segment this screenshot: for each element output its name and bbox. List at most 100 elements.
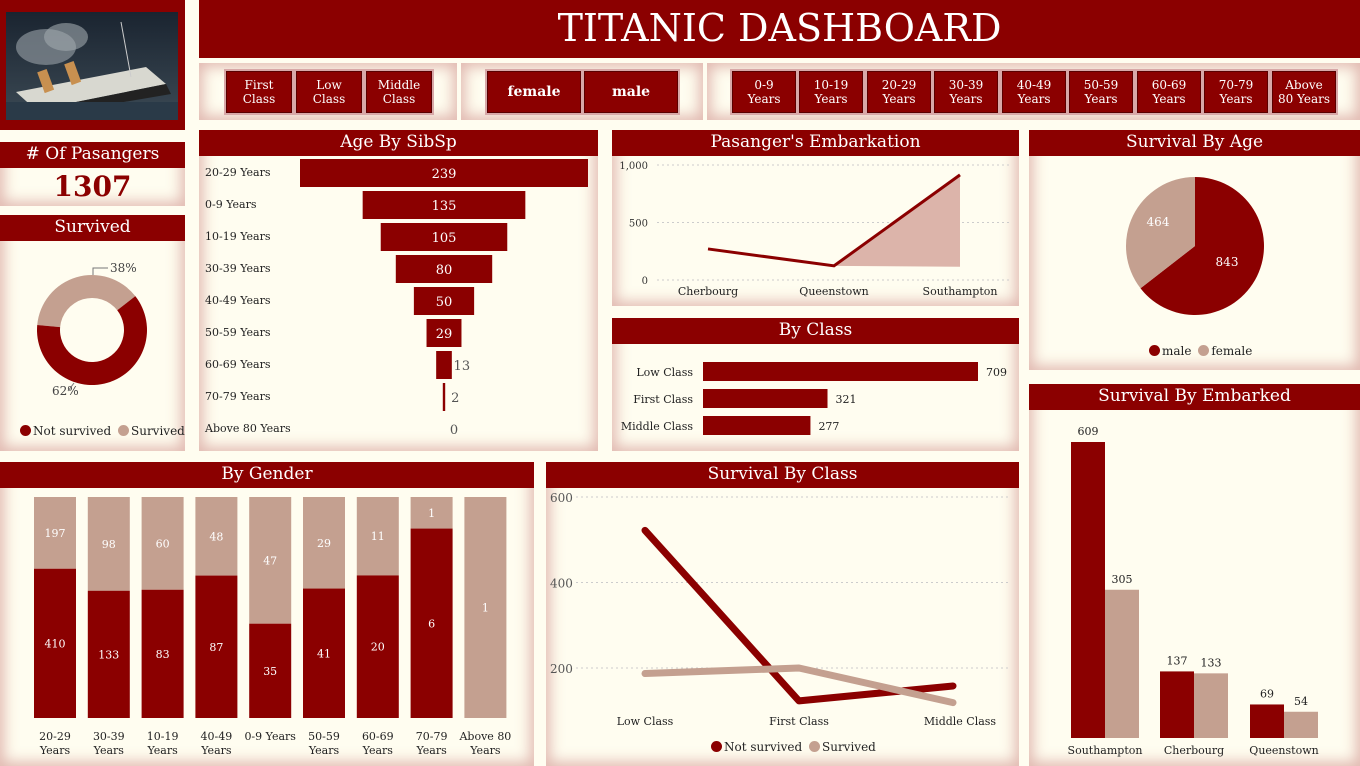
byclass-value-label: 277 — [818, 420, 839, 433]
not-survived-pct-label: 62% — [52, 384, 79, 398]
slicer-middle-class[interactable]: Middle Class — [366, 71, 432, 113]
funnel-value-label: 13 — [454, 359, 471, 374]
gender-bar-bottom — [249, 623, 292, 718]
funnel-category-label: 60-69 Years — [205, 358, 271, 371]
survival-by-age-title: Survival By Age — [1029, 130, 1360, 156]
slicer-low-class[interactable]: Low Class — [296, 71, 362, 113]
male-slice — [1140, 177, 1264, 315]
funnel-category-label: 50-59 Years — [205, 326, 271, 339]
slicer-age-10-19[interactable]: 10-19 Years — [799, 71, 863, 113]
legend-survived: Survived — [131, 424, 185, 438]
slicer-age-60-69[interactable]: 60-69 Years — [1137, 71, 1201, 113]
survival-by-embarked-title: Survival By Embarked — [1029, 384, 1360, 410]
gender-category-label: 60-69 Years — [362, 730, 394, 757]
slicer-male[interactable]: male — [584, 71, 678, 113]
survival-by-class-title: Survival By Class — [546, 462, 1019, 488]
kpi-label: # Of Pasangers — [0, 142, 185, 168]
funnel-bar — [380, 223, 508, 251]
slicer-age-50-59[interactable]: 50-59 Years — [1069, 71, 1133, 113]
embark-ytick: 500 — [629, 219, 648, 230]
gender-bottom-value: 41 — [317, 647, 331, 660]
legend-dot-male — [1149, 345, 1160, 356]
embarked-value-label: 305 — [1112, 573, 1133, 586]
gender-bottom-value: 133 — [98, 648, 119, 661]
survived-legend: Not survived Survived — [20, 424, 185, 438]
embarked-category-label: Cherbourg — [1164, 744, 1224, 757]
survival-by-class-panel: Survival By Class 200 400 600 Low Class Firs… — [546, 462, 1019, 766]
legend-male: male — [1162, 344, 1192, 358]
survived-slice — [37, 275, 136, 328]
gender-bar-top — [410, 497, 453, 529]
funnel-value-label: 135 — [432, 199, 457, 214]
survclass-ytick: 200 — [550, 662, 573, 676]
embarked-value-label: 137 — [1167, 654, 1188, 667]
gender-top-value: 60 — [156, 537, 170, 550]
funnel-bar — [442, 383, 446, 411]
gender-bottom-value: 35 — [263, 665, 277, 678]
legend-dot-not-survived-line — [711, 741, 722, 752]
gender-top-value: 11 — [371, 530, 385, 543]
gender-bar-bottom — [195, 575, 238, 718]
gender-category-label: 40-49 Years — [200, 730, 232, 757]
slicer-age-40-49[interactable]: 40-49 Years — [1002, 71, 1066, 113]
by-class-title: By Class — [612, 318, 1019, 344]
funnel-value-label: 0 — [450, 423, 458, 438]
embarkation-panel: Pasanger's Embarkation 0 500 1,000 Cherbour… — [612, 130, 1019, 306]
survclass-xlabel: Middle Class — [924, 715, 997, 728]
embark-area — [708, 174, 960, 267]
embarked-bar — [1105, 589, 1139, 738]
gender-bar-bottom — [87, 590, 130, 718]
gender-top-value: 1 — [482, 602, 489, 615]
slicer-age-30-39[interactable]: 30-39 Years — [934, 71, 998, 113]
legend-dot-survived — [118, 425, 129, 436]
gender-bar-bottom — [303, 588, 345, 718]
age-by-sibsp-panel: Age By SibSp 20-29 Years 239 0-9 Years 135 1… — [199, 130, 598, 451]
gender-category-label: 20-29 Years — [39, 730, 71, 757]
slicer-age-70-79[interactable]: 70-79 Years — [1204, 71, 1268, 113]
byclass-bar — [703, 416, 811, 435]
slicer-female[interactable]: female — [487, 71, 581, 113]
survival-by-class-legend: Not survived Survived — [711, 740, 876, 754]
gender-bottom-value: 83 — [156, 648, 170, 661]
male-value-label: 843 — [1216, 255, 1239, 269]
funnel-category-label: 70-79 Years — [205, 390, 271, 403]
funnel-category-label: Above 80 Years — [204, 422, 291, 435]
embarked-bar — [1194, 673, 1228, 738]
embarked-bar — [1160, 671, 1194, 738]
funnel-category-label: 40-49 Years — [205, 294, 271, 307]
embark-line — [707, 173, 961, 268]
byclass-bar — [703, 362, 978, 381]
legend-female: female — [1211, 344, 1253, 358]
gender-bar-top — [195, 497, 238, 576]
embarked-value-label: 54 — [1294, 695, 1308, 708]
embark-ytick: 0 — [642, 276, 648, 287]
age-by-sibsp-chart: 20-29 Years 239 0-9 Years 135 10-19 Years 105… — [204, 159, 588, 438]
funnel-category-label: 30-39 Years — [205, 262, 271, 275]
survclass-xlabel: Low Class — [617, 715, 674, 728]
survclass-ytick: 600 — [550, 491, 573, 505]
by-class-panel: By Class Low Class 709 First Class 321 Middl… — [612, 318, 1019, 451]
embarked-value-label: 133 — [1201, 656, 1222, 669]
gender-category-label: 10-19 Years — [146, 730, 178, 757]
gender-bar-top — [87, 497, 130, 591]
funnel-category-label: 20-29 Years — [205, 166, 271, 179]
embark-xlabel: Cherbourg — [678, 285, 738, 298]
funnel-value-label: 105 — [432, 231, 457, 246]
slicer-age-0-9[interactable]: 0-9 Years — [732, 71, 796, 113]
not-survived-leader-line — [67, 382, 75, 392]
funnel-value-label: 29 — [436, 327, 453, 342]
survclass-ytick: 400 — [550, 577, 573, 591]
funnel-value-label: 80 — [436, 263, 453, 278]
female-slice — [1126, 177, 1195, 289]
slicer-age-above-80[interactable]: Above 80 Years — [1272, 71, 1336, 113]
dashboard-title-bar: TITANIC DASHBOARD — [199, 0, 1360, 58]
survclass-xlabel: First Class — [769, 715, 829, 728]
gender-bar-bottom — [410, 528, 453, 718]
slicer-age-20-29[interactable]: 20-29 Years — [867, 71, 931, 113]
byclass-category-label: Low Class — [636, 366, 693, 379]
slicer-first-class[interactable]: First Class — [226, 71, 292, 113]
legend-not-survived-line: Not survived — [724, 740, 803, 754]
gender-top-value: 1 — [428, 507, 435, 520]
embarked-bar — [1071, 442, 1105, 738]
legend-dot-female — [1198, 345, 1210, 356]
